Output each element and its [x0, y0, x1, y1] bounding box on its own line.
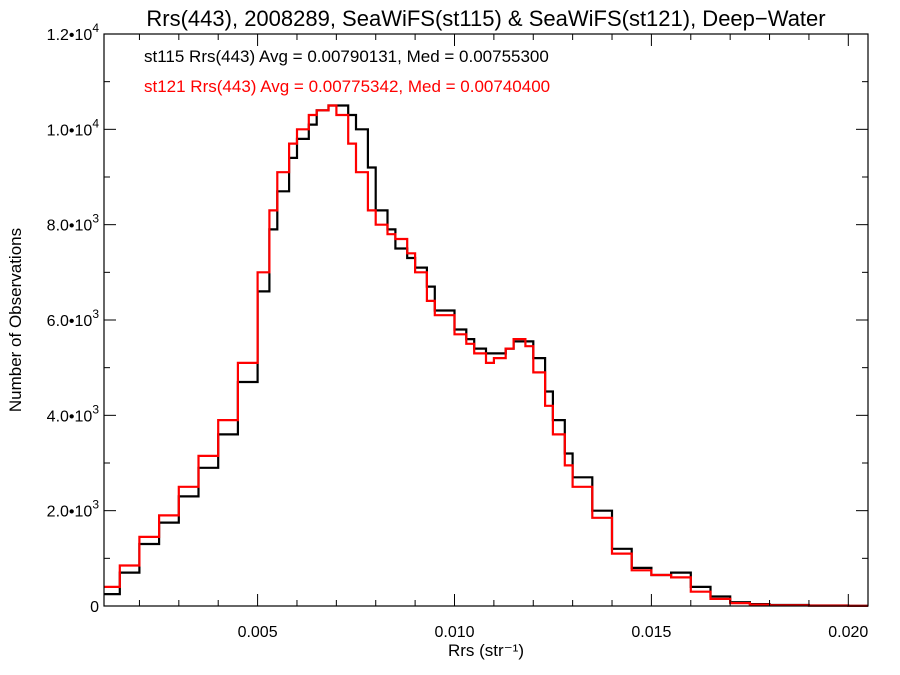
chart-title: Rrs(443), 2008289, SeaWiFS(st115) & SeaW… [146, 6, 825, 31]
x-tick-label: 0.015 [631, 624, 671, 641]
x-tick-label: 0.020 [828, 624, 868, 641]
y-tick-label: 8.0•103 [47, 212, 100, 235]
y-axis-label: Number of Observations [6, 228, 25, 412]
y-tick-label: 1.0•104 [47, 116, 100, 139]
plot-frame [103, 33, 869, 607]
series-layer [104, 104, 868, 607]
y-tick-label: 4.0•103 [47, 402, 100, 425]
y-tick-label: 2.0•103 [47, 498, 100, 521]
y-tick-label: 6.0•103 [47, 307, 100, 330]
series-line-st121 [104, 104, 868, 607]
y-tick-label: 0 [90, 599, 99, 616]
x-tick-label: 0.005 [238, 624, 278, 641]
tick-layer: 0.005 0.010 0.015 0.020 0 2.0•103 4.0•103 6.0•1… [47, 21, 869, 641]
x-tick-label: 0.010 [434, 624, 474, 641]
annotation-st115: st115 Rrs(443) Avg = 0.00790131, Med = 0… [144, 47, 549, 66]
annotation-st121: st121 Rrs(443) Avg = 0.00775342, Med = 0… [144, 77, 550, 96]
y-tick-label: 1.2•104 [47, 21, 100, 44]
x-axis-label: Rrs (str⁻¹) [448, 641, 524, 660]
